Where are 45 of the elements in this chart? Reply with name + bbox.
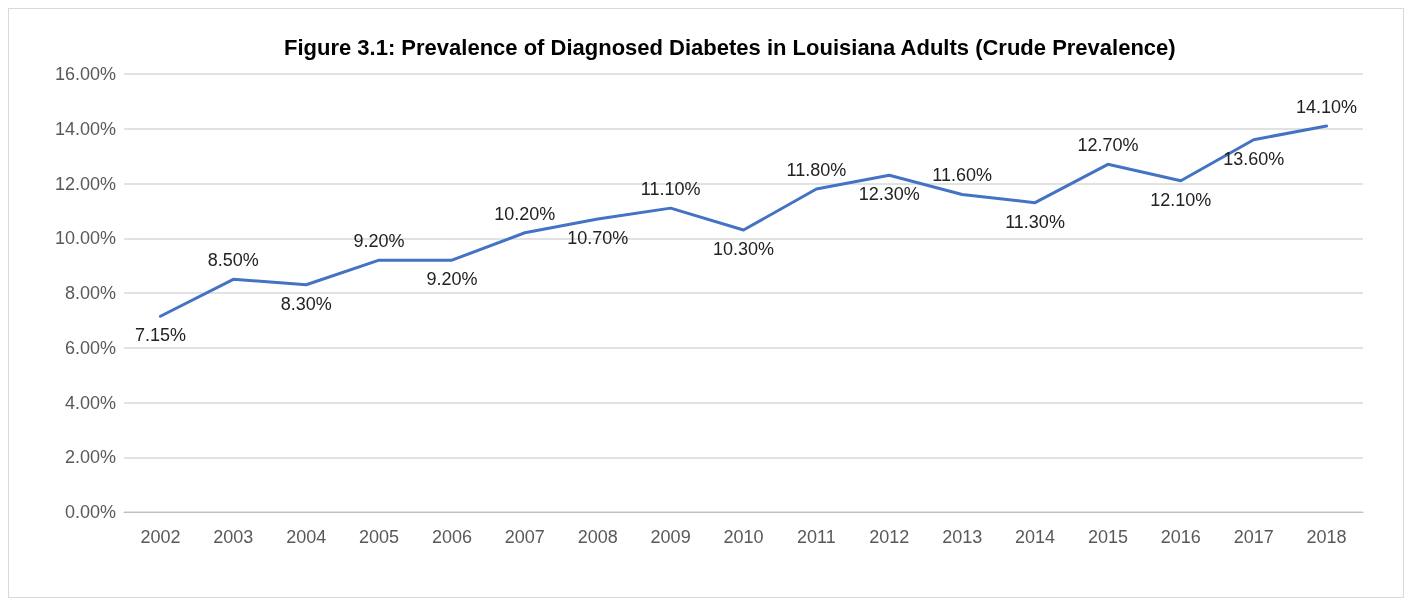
- y-tick-label: 14.00%: [54, 118, 116, 139]
- x-tick-label: 2015: [1087, 527, 1128, 547]
- y-tick-label: 12.00%: [54, 173, 116, 194]
- y-tick-label: 2.00%: [64, 447, 116, 468]
- data-label: 7.15%: [134, 325, 186, 346]
- x-tick-label: 2003: [213, 527, 254, 547]
- y-tick-label: 6.00%: [64, 337, 116, 358]
- x-tick-label: 2008: [577, 527, 618, 547]
- data-label: 11.10%: [640, 179, 701, 200]
- x-tick-label: 2004: [286, 527, 327, 547]
- data-label: 8.50%: [207, 250, 259, 271]
- x-tick-label: 2013: [942, 527, 983, 547]
- data-label: 11.80%: [786, 159, 847, 180]
- data-label: 12.70%: [1077, 135, 1139, 156]
- data-label: 8.30%: [280, 293, 332, 314]
- data-label: 9.20%: [353, 231, 405, 252]
- y-tick-label: 10.00%: [54, 228, 116, 249]
- x-tick-label: 2002: [140, 527, 181, 547]
- y-tick-label: 8.00%: [64, 283, 116, 303]
- x-tick-label: 2009: [650, 527, 691, 547]
- y-tick-label: 0.00%: [64, 502, 116, 522]
- data-label: 12.30%: [858, 184, 920, 205]
- x-tick-label: 2018: [1306, 527, 1347, 547]
- data-label: 10.20%: [494, 203, 556, 224]
- data-label: 11.30%: [1005, 211, 1065, 232]
- line-series: [158, 124, 1329, 318]
- data-label: 12.10%: [1150, 189, 1212, 210]
- data-label: 11.60%: [932, 165, 993, 186]
- data-label: 14.10%: [1296, 97, 1358, 118]
- y-tick-label: 4.00%: [64, 392, 116, 413]
- x-tick-label: 2017: [1233, 527, 1274, 547]
- x-tick-label: 2014: [1015, 527, 1056, 547]
- data-label: 9.20%: [426, 269, 478, 290]
- y-tick-label: 16.00%: [54, 64, 116, 84]
- x-tick-label: 2005: [359, 527, 400, 547]
- x-tick-label: 2010: [723, 527, 764, 547]
- data-label: 10.30%: [712, 239, 775, 260]
- data-label: 10.70%: [567, 228, 629, 249]
- x-tick-label: 2007: [504, 527, 545, 547]
- x-tick-label: 2016: [1160, 527, 1201, 547]
- x-tick-label: 2011: [797, 527, 836, 547]
- data-label: 13.60%: [1223, 148, 1285, 169]
- x-tick-label: 2012: [869, 527, 910, 547]
- x-tick-label: 2006: [431, 527, 472, 547]
- chart-title: Figure 3.1: Prevalence of Diagnosed Diabetes in Louisiana Adults (Crude Prevalence): [284, 34, 1176, 60]
